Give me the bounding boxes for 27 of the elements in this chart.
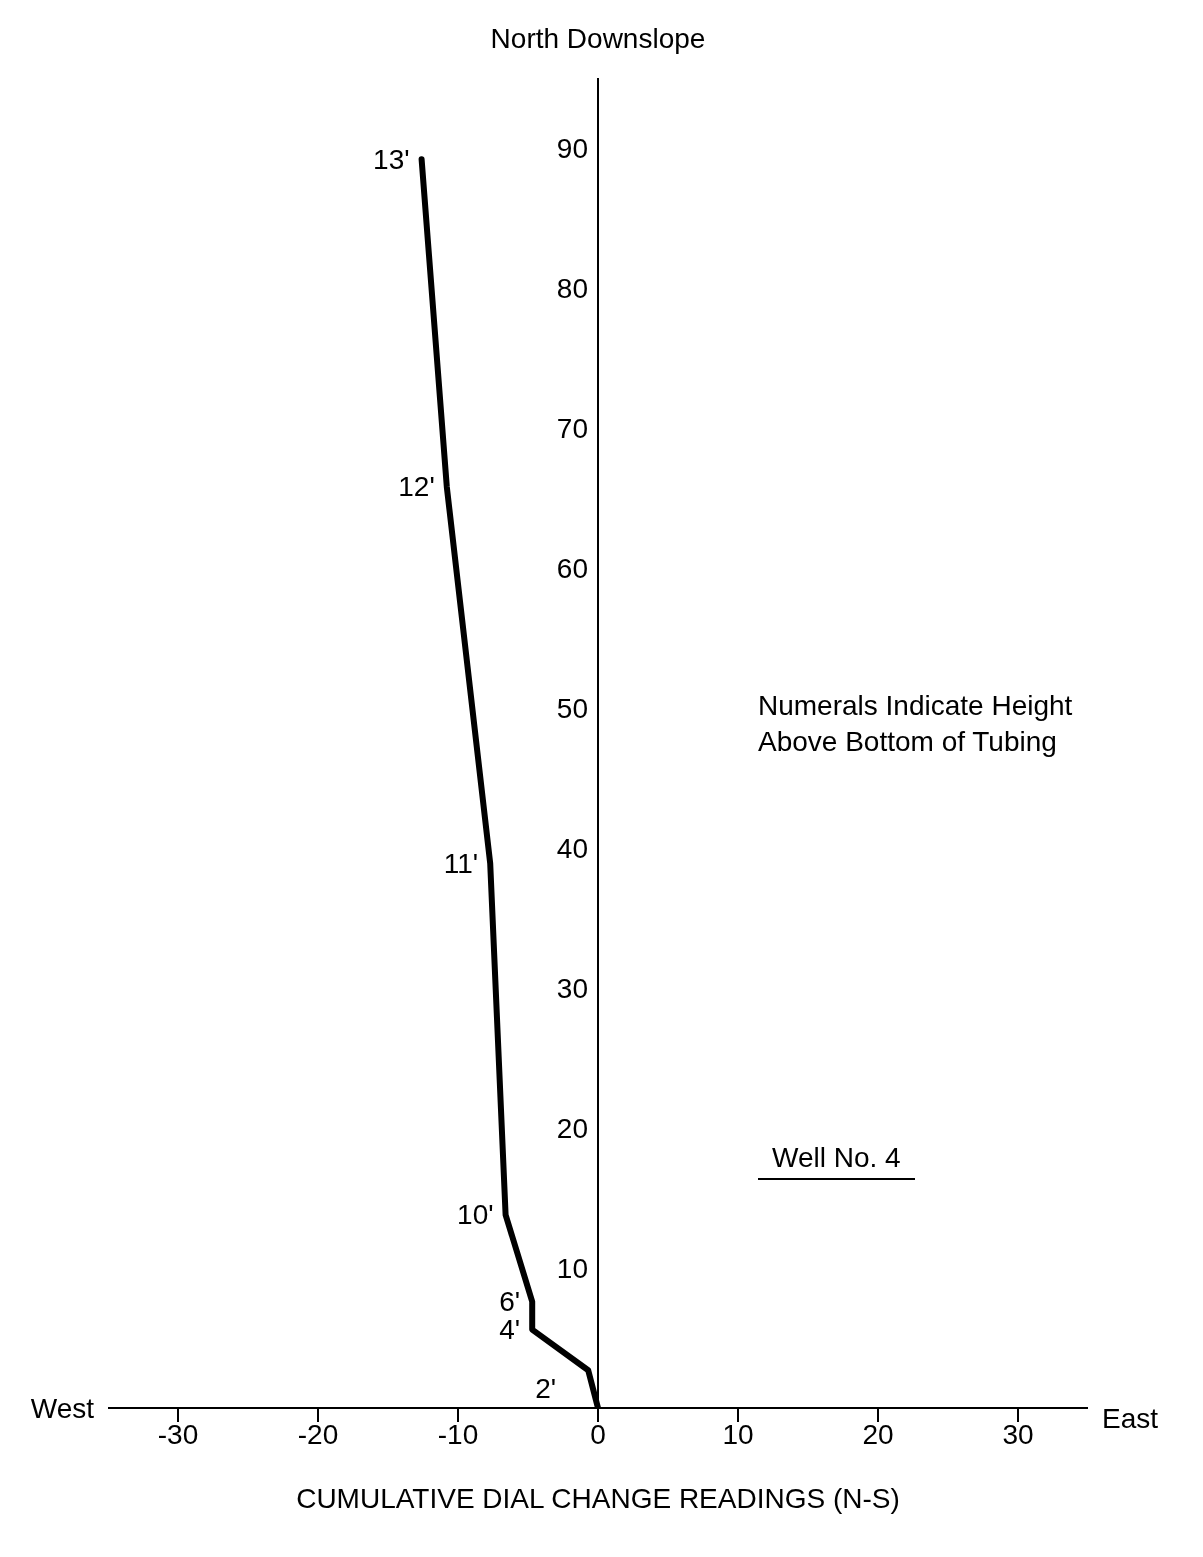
annotation: 11' — [443, 847, 479, 879]
y-tick-label: 50 — [556, 692, 588, 724]
x-tick-label: -20 — [297, 1418, 339, 1450]
y-tick-label: 70 — [556, 412, 588, 444]
annotation: Well No. 4 — [758, 1142, 915, 1180]
y-axis-title: North Downslope — [490, 23, 706, 54]
text: East — [1102, 1402, 1159, 1434]
x-tick-label: 30 — [1002, 1418, 1034, 1450]
annotation: Numerals Indicate Height Above Bottom of Tubing — [758, 689, 1074, 759]
x-tick-label: 10 — [722, 1418, 754, 1450]
x-tick-label: 20 — [862, 1418, 894, 1450]
annotation: 10' — [457, 1199, 494, 1231]
annotation: 13' — [373, 143, 410, 175]
y-tick-label: 90 — [556, 132, 588, 164]
text: West — [30, 1392, 95, 1424]
annotation: 2' — [535, 1372, 557, 1404]
x-tick-label: -30 — [157, 1418, 199, 1450]
y-tick-label: 20 — [556, 1112, 588, 1144]
y-tick-label: 40 — [556, 832, 588, 864]
annotation: 12' — [398, 471, 435, 503]
x-tick-label: 0 — [590, 1418, 606, 1450]
y-tick-label: 60 — [556, 552, 588, 584]
y-tick-label: 10 — [556, 1252, 588, 1284]
y-tick-label: 80 — [556, 272, 588, 304]
x-tick-label: -10 — [437, 1418, 479, 1450]
x-axis-title: CUMULATIVE DIAL CHANGE READINGS (N-S) — [296, 1483, 900, 1514]
y-tick-label: 30 — [556, 972, 588, 1004]
